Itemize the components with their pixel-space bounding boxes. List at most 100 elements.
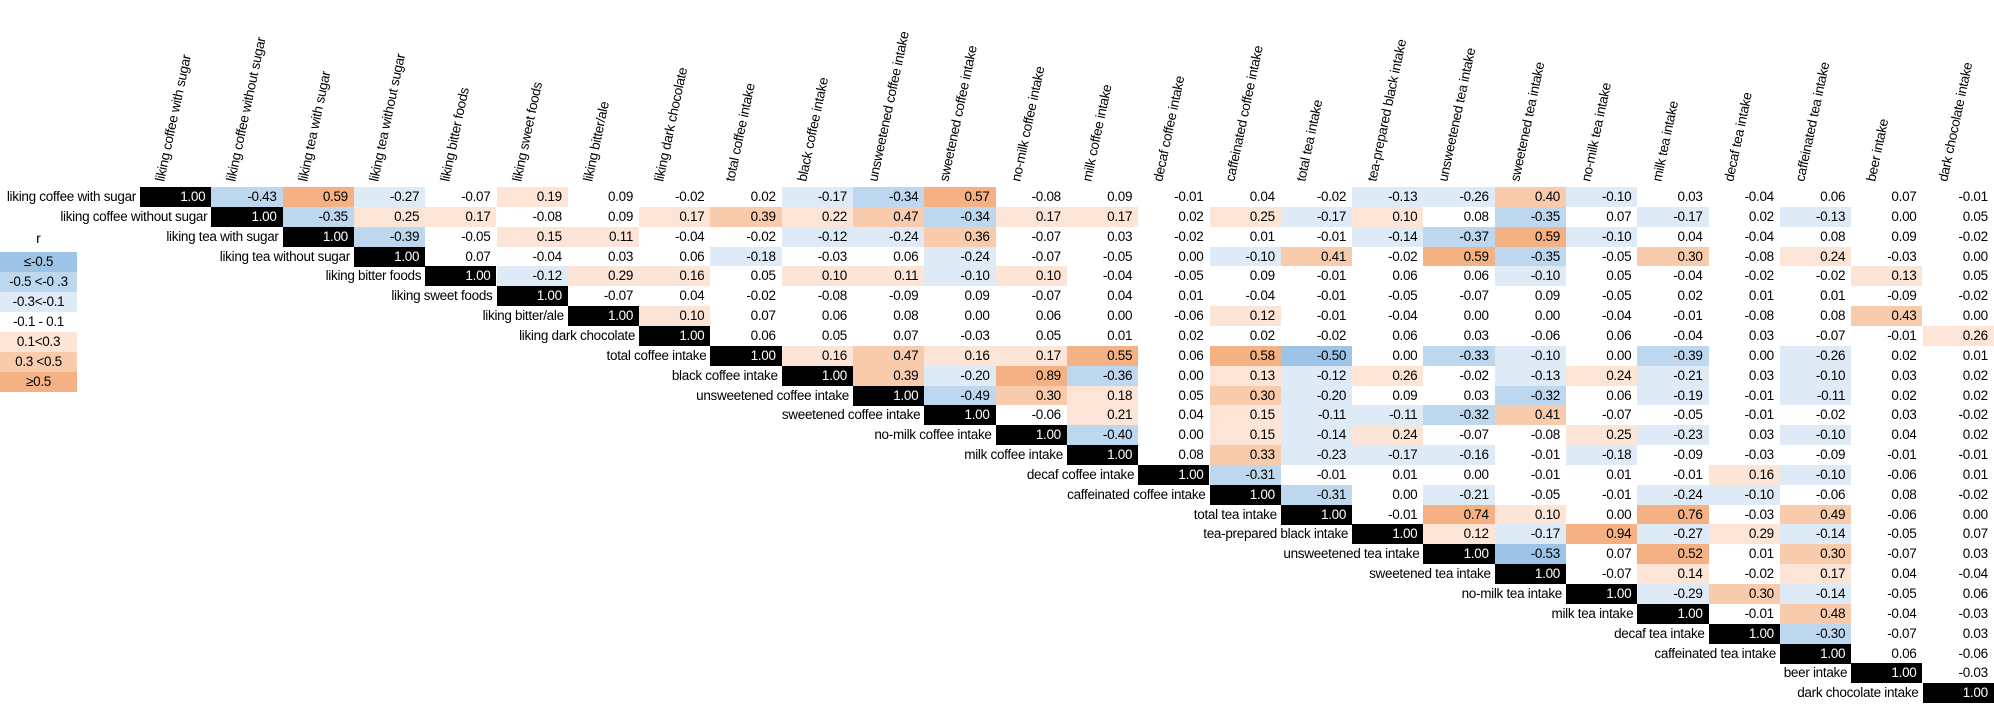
row-label: sweetened tea intake bbox=[1369, 566, 1491, 582]
correlation-cell: -0.53 bbox=[1494, 544, 1566, 565]
correlation-cell: -0.05 bbox=[425, 226, 497, 247]
correlation-cell: 0.04 bbox=[1209, 187, 1281, 207]
correlation-cell: -0.02 bbox=[1779, 405, 1852, 426]
correlation-cell: -0.02 bbox=[710, 286, 782, 307]
correlation-cell: -0.19 bbox=[1637, 385, 1709, 406]
column-label: liking dark chocolate bbox=[651, 66, 691, 183]
correlation-cell: 0.00 bbox=[1922, 306, 1994, 327]
correlation-cell: 0.17 bbox=[1066, 206, 1139, 227]
correlation-cell: 0.25 bbox=[353, 206, 426, 227]
correlation-cell: 0.13 bbox=[1851, 266, 1923, 287]
row-label: sweetened coffee intake bbox=[781, 407, 921, 423]
correlation-cell: -0.07 bbox=[1851, 544, 1923, 565]
correlation-cell: 0.00 bbox=[1138, 365, 1210, 386]
legend-title: r bbox=[36, 230, 41, 246]
row-label: caffeinated coffee intake bbox=[1067, 486, 1206, 502]
correlation-cell: -0.36 bbox=[1066, 365, 1139, 386]
correlation-cell: 0.03 bbox=[1423, 385, 1495, 406]
correlation-cell: 0.26 bbox=[1352, 365, 1424, 386]
correlation-cell: 0.43 bbox=[1851, 306, 1923, 327]
correlation-cell: 0.02 bbox=[1851, 345, 1923, 366]
correlation-cell: 0.07 bbox=[1922, 524, 1994, 545]
correlation-cell: -0.13 bbox=[1352, 187, 1424, 207]
correlation-cell: 0.08 bbox=[1423, 206, 1495, 227]
correlation-cell: 0.10 bbox=[781, 266, 853, 287]
correlation-cell: -0.21 bbox=[1637, 365, 1709, 386]
correlation-cell: 0.02 bbox=[1708, 206, 1780, 227]
correlation-cell: -0.04 bbox=[1637, 266, 1709, 287]
correlation-cell: -0.11 bbox=[1280, 405, 1353, 426]
correlation-cell: 0.09 bbox=[924, 286, 996, 307]
correlation-cell: -0.17 bbox=[1637, 206, 1709, 227]
correlation-cell: 0.00 bbox=[1566, 345, 1638, 366]
correlation-cell: 0.02 bbox=[1922, 385, 1994, 406]
correlation-cell: -0.01 bbox=[1566, 484, 1638, 505]
legend-bin: -0.1 - 0.1 bbox=[0, 312, 77, 332]
diagonal-cell: 1.00 bbox=[1851, 663, 1923, 684]
correlation-cell: 0.18 bbox=[1066, 385, 1139, 406]
correlation-cell: -0.14 bbox=[1779, 524, 1852, 545]
diagonal-cell: 1.00 bbox=[1494, 564, 1566, 585]
correlation-cell: 0.09 bbox=[1209, 266, 1281, 287]
correlation-cell: -0.39 bbox=[353, 226, 426, 247]
correlation-cell: 0.30 bbox=[1708, 584, 1780, 604]
correlation-cell: -0.40 bbox=[1066, 425, 1139, 446]
correlation-cell: 0.10 bbox=[639, 306, 711, 327]
correlation-cell: -0.49 bbox=[924, 385, 996, 406]
diagonal-cell: 1.00 bbox=[1922, 683, 1994, 704]
correlation-cell: -0.02 bbox=[1138, 226, 1210, 247]
diagonal-cell: 1.00 bbox=[1423, 544, 1495, 565]
correlation-cell: -0.03 bbox=[781, 246, 853, 267]
column-label: no-milk tea intake bbox=[1578, 81, 1614, 183]
correlation-cell: -0.07 bbox=[995, 246, 1067, 267]
correlation-cell: 0.15 bbox=[1209, 425, 1281, 446]
correlation-cell: -0.03 bbox=[1922, 663, 1994, 684]
correlation-cell: 0.59 bbox=[1423, 246, 1495, 267]
correlation-cell: 0.01 bbox=[1922, 464, 1994, 485]
correlation-cell: 0.30 bbox=[1779, 544, 1852, 565]
column-label: no-milk coffee intake bbox=[1007, 64, 1047, 183]
column-label: liking tea without sugar bbox=[366, 52, 408, 183]
correlation-cell: 0.05 bbox=[710, 266, 782, 287]
correlation-cell: 0.09 bbox=[567, 187, 640, 207]
correlation-cell: -0.07 bbox=[995, 286, 1067, 307]
diagonal-cell: 1.00 bbox=[1352, 524, 1424, 545]
correlation-cell: 0.03 bbox=[567, 246, 640, 267]
diagonal-cell: 1.00 bbox=[282, 226, 354, 247]
row-label: black coffee intake bbox=[671, 367, 778, 383]
correlation-cell: -0.05 bbox=[1851, 524, 1923, 545]
correlation-cell: -0.13 bbox=[1494, 365, 1566, 386]
column-label: tea-prepared black intake bbox=[1364, 37, 1410, 183]
correlation-cell: 0.01 bbox=[1138, 286, 1210, 307]
correlation-cell: 0.03 bbox=[1423, 325, 1495, 346]
correlation-cell: 0.15 bbox=[496, 226, 568, 247]
diagonal-cell: 1.00 bbox=[781, 365, 853, 386]
correlation-cell: -0.18 bbox=[1566, 445, 1638, 466]
correlation-cell: 0.07 bbox=[1851, 187, 1923, 207]
row-label: liking coffee without sugar bbox=[60, 208, 208, 224]
row-label: decaf tea intake bbox=[1614, 625, 1705, 641]
diagonal-cell: 1.00 bbox=[425, 266, 497, 287]
column-label: liking coffee without sugar bbox=[223, 35, 269, 183]
row-label: unsweetened coffee intake bbox=[696, 387, 849, 403]
correlation-cell: -0.07 bbox=[1423, 425, 1495, 446]
correlation-cell: -0.06 bbox=[1922, 643, 1994, 664]
row-label: milk tea intake bbox=[1551, 605, 1634, 621]
correlation-cell: 0.06 bbox=[710, 325, 782, 346]
correlation-cell: 0.02 bbox=[1138, 206, 1210, 227]
correlation-cell: 0.03 bbox=[1851, 365, 1923, 386]
column-label: liking tea with sugar bbox=[294, 69, 333, 183]
correlation-cell: -0.02 bbox=[1708, 266, 1780, 287]
correlation-cell: -0.10 bbox=[1779, 425, 1852, 446]
correlation-cell: -0.01 bbox=[1851, 325, 1923, 346]
correlation-cell: -0.12 bbox=[496, 266, 568, 287]
correlation-cell: -0.08 bbox=[995, 187, 1067, 207]
correlation-cell: -0.04 bbox=[1066, 266, 1139, 287]
row-label: decaf coffee intake bbox=[1026, 466, 1135, 482]
correlation-cell: -0.01 bbox=[1352, 504, 1424, 525]
correlation-cell: -0.18 bbox=[710, 246, 782, 267]
correlation-cell: -0.05 bbox=[1851, 584, 1923, 604]
correlation-cell: -0.06 bbox=[1779, 484, 1852, 505]
correlation-cell: 0.04 bbox=[1637, 226, 1709, 247]
correlation-cell: 0.55 bbox=[1066, 345, 1139, 366]
